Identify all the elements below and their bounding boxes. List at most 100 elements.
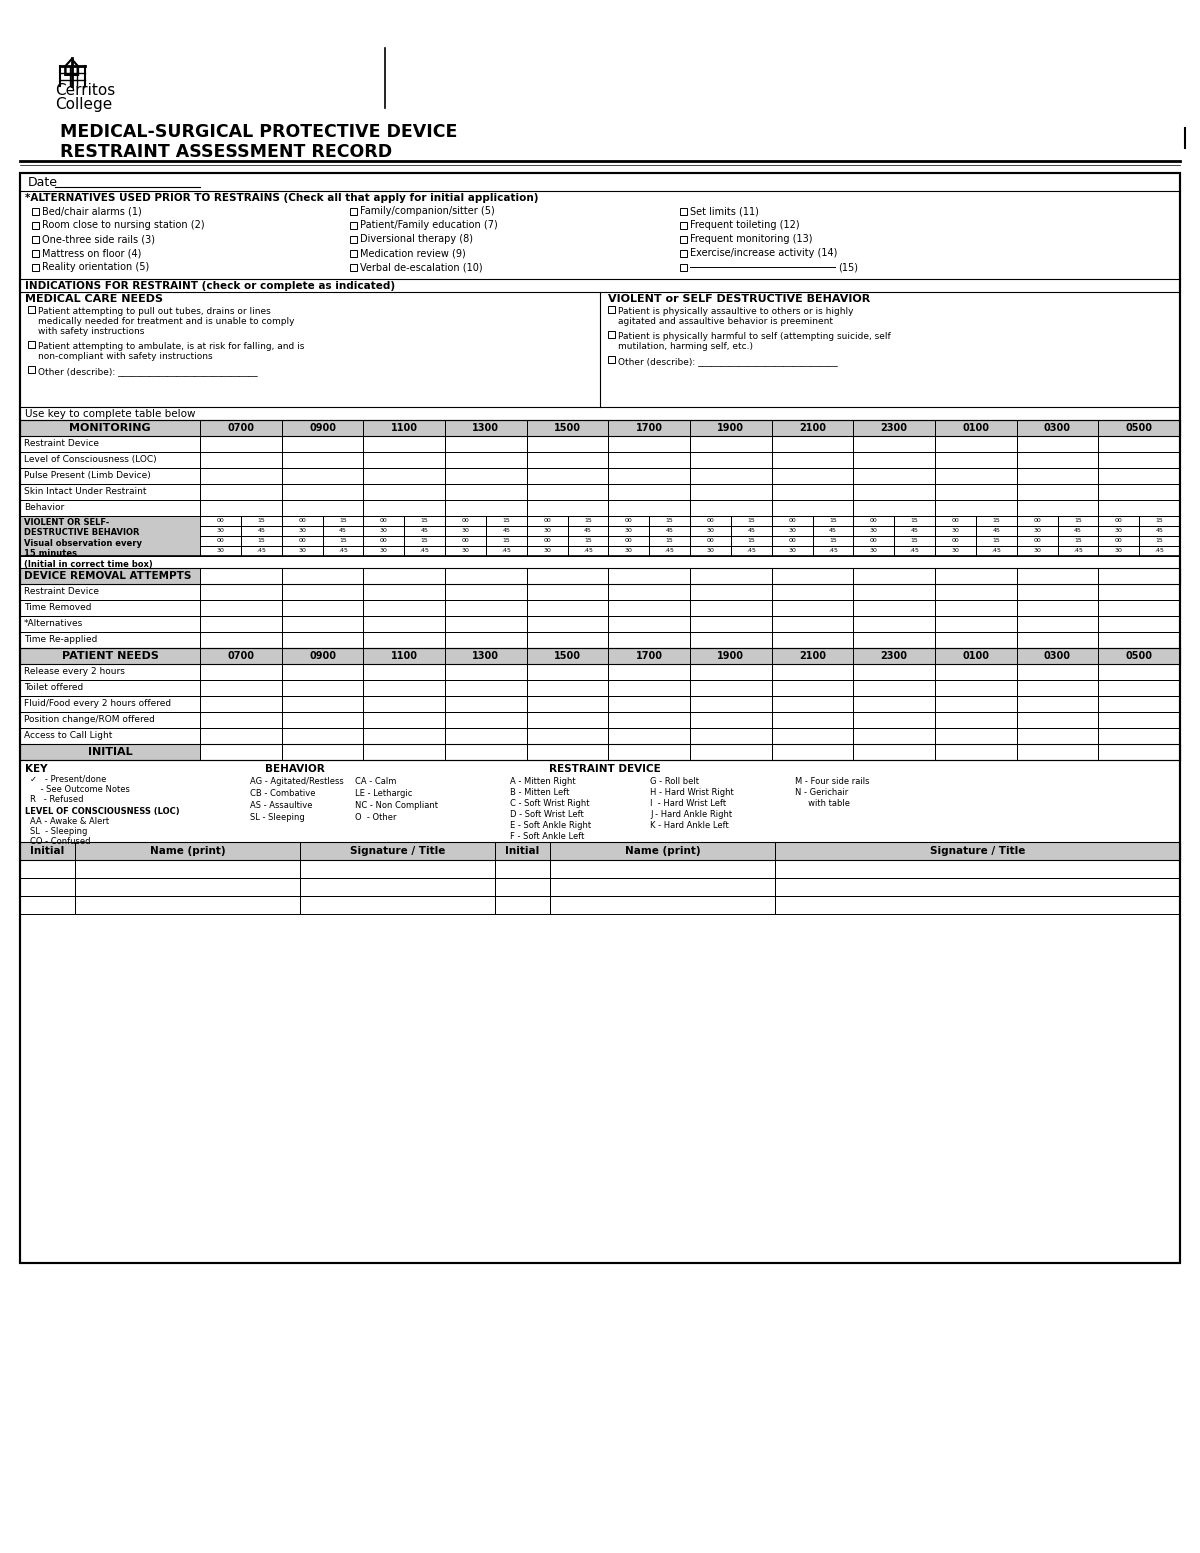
Bar: [772, 485, 853, 500]
Text: INITIAL: INITIAL: [88, 747, 132, 756]
Bar: [200, 419, 282, 436]
Bar: [550, 860, 775, 877]
Bar: [364, 526, 404, 536]
Bar: [775, 896, 1180, 915]
Text: 45: 45: [1074, 528, 1082, 534]
Bar: [608, 584, 690, 599]
Text: 00: 00: [1115, 539, 1123, 544]
Bar: [364, 744, 445, 759]
Text: *ALTERNATIVES USED PRIOR TO RESTRAINS (Check all that apply for initial applicat: *ALTERNATIVES USED PRIOR TO RESTRAINS (C…: [25, 193, 539, 203]
Text: 30: 30: [544, 548, 551, 553]
Text: M - Four side rails: M - Four side rails: [796, 776, 870, 786]
Bar: [772, 584, 853, 599]
Text: Family/companion/sitter (5): Family/companion/sitter (5): [360, 207, 494, 216]
Bar: [28, 367, 35, 373]
Bar: [772, 728, 853, 744]
Bar: [894, 547, 935, 556]
Bar: [772, 711, 853, 728]
Bar: [241, 536, 282, 547]
Bar: [1057, 526, 1098, 536]
Bar: [364, 617, 445, 632]
Text: 15: 15: [666, 519, 673, 523]
Bar: [894, 526, 935, 536]
Bar: [300, 877, 496, 896]
Bar: [445, 500, 527, 516]
Bar: [20, 467, 200, 485]
Text: 15: 15: [992, 539, 1000, 544]
Bar: [608, 485, 690, 500]
Bar: [772, 665, 853, 680]
Bar: [608, 306, 616, 314]
Bar: [282, 547, 323, 556]
Text: .45: .45: [991, 548, 1001, 553]
Text: 30: 30: [216, 548, 224, 553]
Bar: [282, 419, 364, 436]
Bar: [282, 516, 323, 526]
Bar: [200, 436, 282, 452]
Bar: [527, 452, 608, 467]
Text: 1900: 1900: [718, 422, 744, 433]
Text: 45: 45: [1156, 528, 1164, 534]
Bar: [1057, 516, 1098, 526]
Bar: [323, 526, 364, 536]
Bar: [649, 516, 690, 526]
Text: Initial: Initial: [30, 846, 65, 856]
Text: Initial: Initial: [505, 846, 540, 856]
Text: A - Mitten Right: A - Mitten Right: [510, 776, 576, 786]
Bar: [812, 526, 853, 536]
Bar: [20, 436, 200, 452]
Bar: [935, 744, 1016, 759]
Bar: [527, 744, 608, 759]
Text: with safety instructions: with safety instructions: [38, 328, 144, 335]
Bar: [364, 728, 445, 744]
Text: 00: 00: [1033, 519, 1040, 523]
Bar: [1098, 500, 1180, 516]
Bar: [282, 467, 364, 485]
Bar: [1016, 599, 1098, 617]
Text: 45: 45: [748, 528, 755, 534]
Bar: [200, 467, 282, 485]
Text: .45: .45: [338, 548, 348, 553]
Text: 2100: 2100: [799, 422, 826, 433]
Bar: [812, 536, 853, 547]
Text: 30: 30: [870, 528, 877, 534]
Text: ⌂: ⌂: [62, 53, 82, 82]
Bar: [853, 617, 935, 632]
Bar: [772, 536, 812, 547]
Bar: [445, 536, 486, 547]
Text: 00: 00: [952, 539, 959, 544]
Text: 00: 00: [1115, 519, 1123, 523]
Text: 30: 30: [625, 528, 632, 534]
Text: Reality orientation (5): Reality orientation (5): [42, 262, 149, 272]
Text: 15: 15: [1074, 519, 1081, 523]
Bar: [1098, 419, 1180, 436]
Text: 0500: 0500: [1126, 651, 1153, 662]
Bar: [364, 436, 445, 452]
Text: PATIENT NEEDS: PATIENT NEEDS: [61, 651, 158, 662]
Bar: [812, 547, 853, 556]
Bar: [527, 680, 608, 696]
Bar: [350, 208, 358, 214]
Bar: [200, 728, 282, 744]
Bar: [350, 222, 358, 228]
Bar: [20, 452, 200, 467]
Text: Frequent toileting (12): Frequent toileting (12): [690, 221, 799, 230]
Bar: [772, 467, 853, 485]
Text: 00: 00: [625, 539, 632, 544]
Bar: [1098, 728, 1180, 744]
Bar: [935, 648, 1016, 665]
Bar: [20, 568, 1180, 584]
Text: 30: 30: [707, 548, 714, 553]
Bar: [28, 306, 35, 314]
Text: 00: 00: [544, 539, 551, 544]
Bar: [894, 516, 935, 526]
Text: SL  - Sleeping: SL - Sleeping: [30, 828, 88, 836]
Text: One-three side rails (3): One-three side rails (3): [42, 235, 155, 244]
Bar: [445, 599, 527, 617]
Bar: [200, 744, 282, 759]
Bar: [772, 526, 812, 536]
Bar: [200, 516, 241, 526]
Bar: [200, 648, 282, 665]
Text: CA - Calm: CA - Calm: [355, 776, 396, 786]
Bar: [200, 665, 282, 680]
